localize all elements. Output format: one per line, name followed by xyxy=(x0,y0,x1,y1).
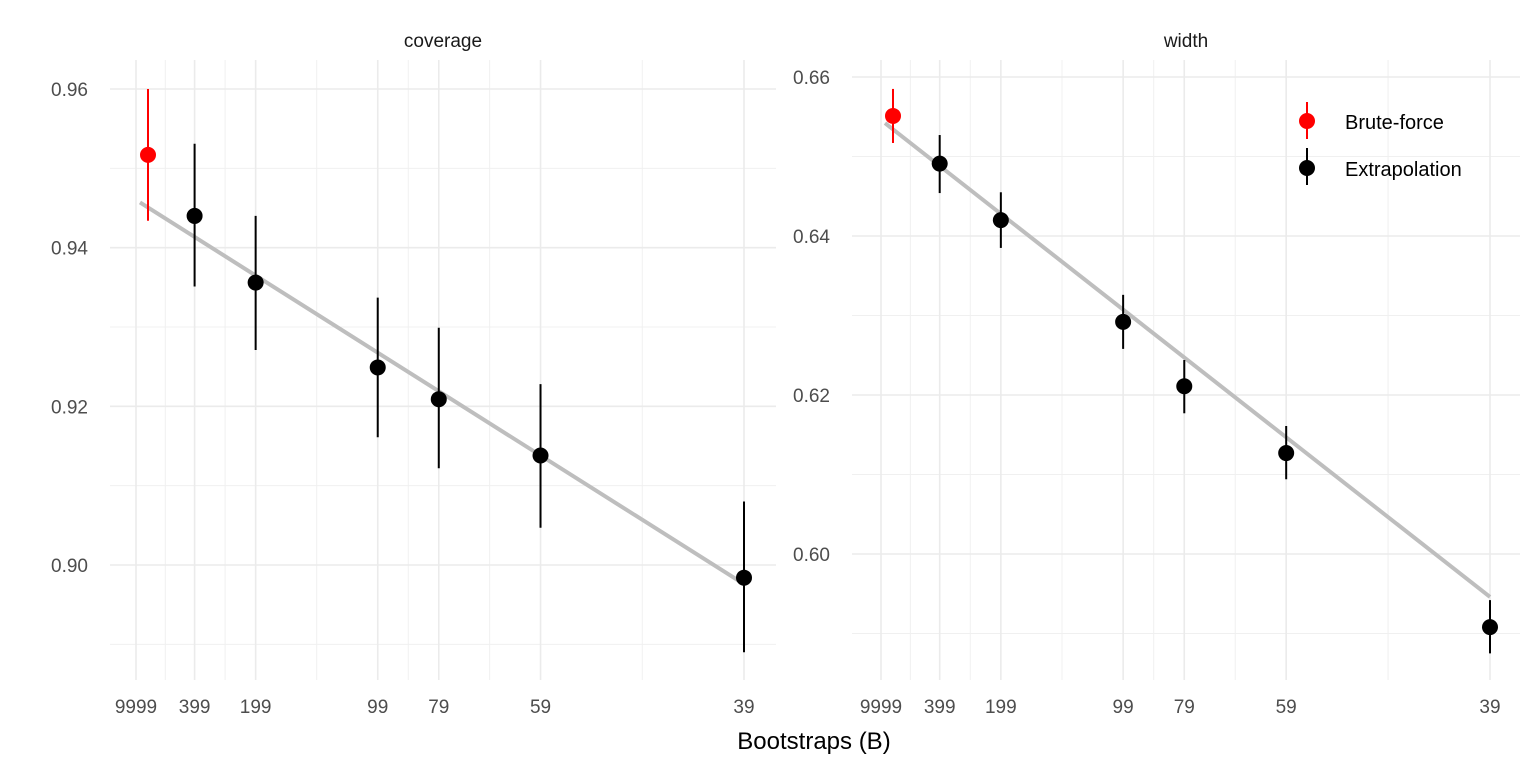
x-tick-label: 199 xyxy=(240,697,272,718)
x-tick-label: 79 xyxy=(428,697,449,718)
y-tick-label: 0.96 xyxy=(51,80,88,101)
y-tick-label: 0.94 xyxy=(51,239,88,260)
legend-label-extrapolation: Extrapolation xyxy=(1345,159,1462,181)
data-point xyxy=(931,155,948,172)
legend-brute-force-marker xyxy=(1299,113,1315,129)
x-tick-label: 199 xyxy=(985,697,1017,718)
x-tick-label: 9999 xyxy=(115,697,157,718)
data-point xyxy=(430,391,447,408)
data-point xyxy=(140,146,156,163)
panel-title: coverage xyxy=(404,31,482,52)
y-tick-label: 0.92 xyxy=(51,397,88,418)
x-tick-label: 99 xyxy=(367,697,388,718)
data-point xyxy=(247,274,264,291)
x-tick-label: 399 xyxy=(179,697,211,718)
data-point xyxy=(1482,619,1498,636)
data-point xyxy=(369,359,386,376)
y-tick-label: 0.66 xyxy=(793,68,830,89)
x-tick-label: 399 xyxy=(924,697,956,718)
x-tick-label: 59 xyxy=(1276,697,1297,718)
data-point xyxy=(186,207,203,224)
data-point xyxy=(992,212,1009,229)
data-point xyxy=(1115,313,1132,330)
data-point xyxy=(885,107,901,124)
data-point xyxy=(1176,378,1193,395)
y-tick-label: 0.64 xyxy=(793,227,830,248)
x-tick-label: 39 xyxy=(733,697,754,718)
legend-label-brute-force: Brute-force xyxy=(1345,112,1444,134)
panel-title: width xyxy=(1163,31,1208,52)
y-tick-label: 0.60 xyxy=(793,545,830,566)
legend: Brute-force Extrapolation xyxy=(1299,102,1462,185)
fit-line xyxy=(883,121,1492,599)
y-tick-label: 0.90 xyxy=(51,556,88,577)
x-axis-title: Bootstraps (B) xyxy=(737,728,890,755)
data-point xyxy=(1278,445,1295,462)
data-point xyxy=(532,447,549,464)
panel-width: 0.60 0.62 0.64 0.66 9999 399 199 99 79 59 39 width xyxy=(793,31,1520,718)
data-point xyxy=(736,569,752,586)
x-tick-label: 59 xyxy=(530,697,551,718)
y-tick-label: 0.62 xyxy=(793,386,830,407)
panel-coverage: 0.90 0.92 0.94 0.96 9999 399 199 99 79 59 39 covera… xyxy=(51,31,776,718)
legend-extrapolation-marker xyxy=(1299,160,1315,176)
x-tick-label: 39 xyxy=(1479,697,1500,718)
x-tick-label: 79 xyxy=(1174,697,1195,718)
x-tick-label: 99 xyxy=(1113,697,1134,718)
x-tick-label: 9999 xyxy=(860,697,902,718)
